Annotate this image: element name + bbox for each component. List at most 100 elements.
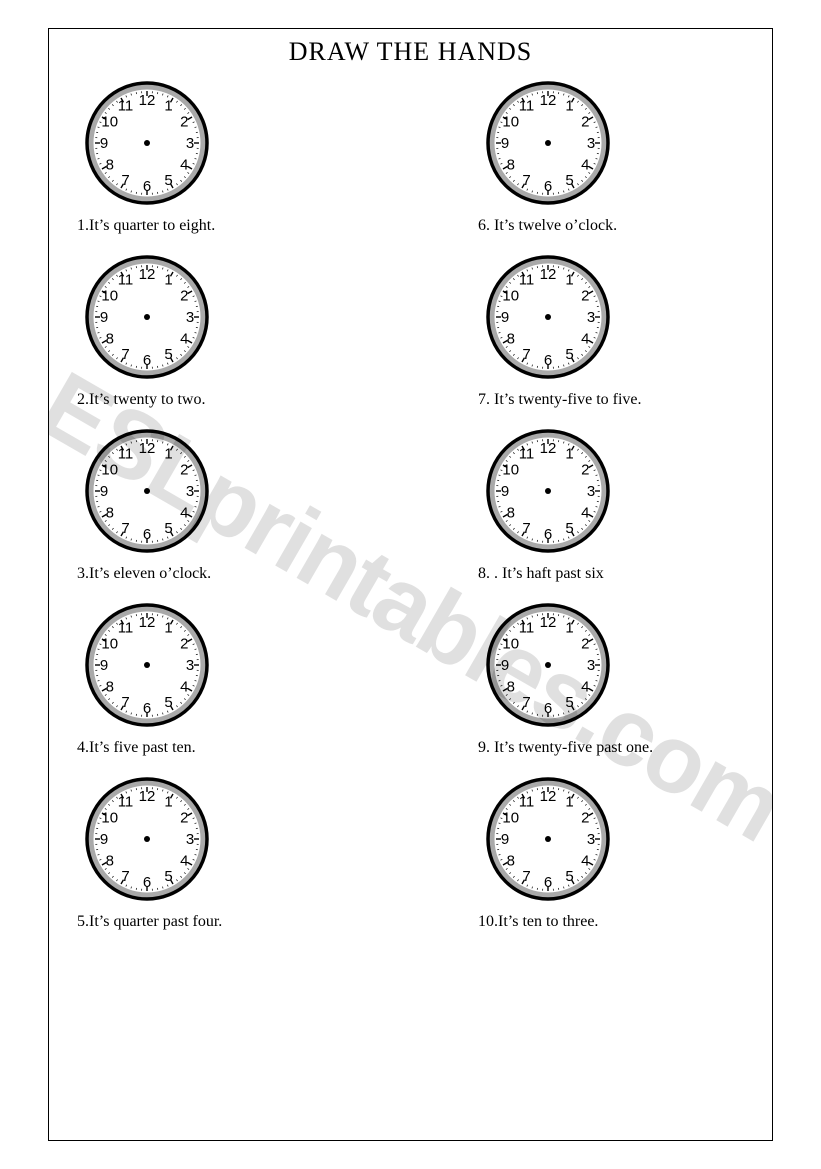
clock-number: 5 <box>565 868 573 885</box>
clock-number: 5 <box>164 346 172 363</box>
clock-number: 11 <box>519 446 535 463</box>
right-column: 1212345678910116. It’s twelve o’clock.12… <box>478 73 748 943</box>
clock-number: 10 <box>502 461 519 478</box>
clock-number: 2 <box>581 635 589 652</box>
clock-number: 5 <box>164 868 172 885</box>
clock-number: 7 <box>121 694 129 711</box>
clock-number: 9 <box>501 135 509 152</box>
clock-number: 2 <box>180 635 188 652</box>
clock-caption: 2.It’s twenty to two. <box>77 391 205 409</box>
clock-number: 8 <box>106 852 114 869</box>
clock-number: 3 <box>587 657 595 674</box>
clock-caption: 3.It’s eleven o’clock. <box>77 565 211 583</box>
clock-number: 5 <box>565 172 573 189</box>
clock-number: 12 <box>540 440 557 457</box>
clock-number: 8 <box>507 852 515 869</box>
clock-number: 4 <box>581 504 589 521</box>
clock-number: 9 <box>501 831 509 848</box>
clock-caption: 7. It’s twenty-five to five. <box>478 391 642 409</box>
clock-number: 1 <box>565 446 573 463</box>
clock-item: 1212345678910111.It’s quarter to eight. <box>77 73 217 235</box>
clock-number: 12 <box>139 440 156 457</box>
clock-item: 1212345678910117. It’s twenty-five to fi… <box>478 247 642 409</box>
clock-number: 11 <box>519 620 535 637</box>
clock-number: 11 <box>118 98 134 115</box>
clock-number: 12 <box>540 614 557 631</box>
clock-number: 4 <box>581 330 589 347</box>
clock-caption: 1.It’s quarter to eight. <box>77 217 215 235</box>
clock-number: 11 <box>118 620 134 637</box>
clock-number: 1 <box>164 272 172 289</box>
clock-number: 3 <box>587 309 595 326</box>
clock-number: 12 <box>139 266 156 283</box>
clock-number: 2 <box>180 809 188 826</box>
clock-number: 3 <box>186 831 194 848</box>
clock-caption: 9. It’s twenty-five past one. <box>478 739 653 757</box>
clock-number: 10 <box>502 287 519 304</box>
clock-face: 121234567891011 <box>77 421 217 561</box>
clock-number: 7 <box>522 172 530 189</box>
clock-number: 11 <box>519 272 535 289</box>
clock-number: 10 <box>502 113 519 130</box>
clock-caption: 6. It’s twelve o’clock. <box>478 217 617 235</box>
clock-number: 7 <box>522 346 530 363</box>
clock-number: 2 <box>581 287 589 304</box>
clock-number: 9 <box>501 657 509 674</box>
clock-number: 1 <box>164 620 172 637</box>
clock-number: 6 <box>544 874 552 891</box>
clock-number: 7 <box>121 520 129 537</box>
clock-number: 7 <box>121 868 129 885</box>
clock-number: 1 <box>565 794 573 811</box>
clock-number: 8 <box>106 678 114 695</box>
clock-number: 5 <box>164 172 172 189</box>
clock-number: 10 <box>101 461 118 478</box>
clock-number: 9 <box>100 309 108 326</box>
clock-number: 10 <box>101 635 118 652</box>
clock-number: 7 <box>522 868 530 885</box>
clock-number: 8 <box>507 330 515 347</box>
clock-number: 12 <box>139 92 156 109</box>
clock-number: 2 <box>581 809 589 826</box>
clock-number: 10 <box>502 809 519 826</box>
clock-face: 121234567891011 <box>77 73 217 213</box>
clock-face: 121234567891011 <box>478 595 618 735</box>
clock-face: 121234567891011 <box>478 73 618 213</box>
clock-number: 10 <box>101 113 118 130</box>
worksheet-page: DRAW THE HANDS 1212345678910111.It’s qua… <box>48 28 773 1141</box>
clock-face: 121234567891011 <box>77 595 217 735</box>
clock-number: 3 <box>587 135 595 152</box>
clock-caption: 10.It’s ten to three. <box>478 913 598 931</box>
left-column: 1212345678910111.It’s quarter to eight.1… <box>77 73 347 943</box>
clock-number: 6 <box>544 526 552 543</box>
clock-number: 5 <box>164 520 172 537</box>
clock-number: 2 <box>180 113 188 130</box>
clock-face: 121234567891011 <box>478 769 618 909</box>
clock-number: 3 <box>186 657 194 674</box>
clock-number: 4 <box>180 678 188 695</box>
clock-number: 2 <box>180 461 188 478</box>
clock-face: 121234567891011 <box>77 247 217 387</box>
clock-number: 8 <box>106 504 114 521</box>
clock-number: 9 <box>100 657 108 674</box>
clock-number: 3 <box>587 483 595 500</box>
clock-number: 9 <box>501 483 509 500</box>
clock-number: 3 <box>587 831 595 848</box>
clock-number: 6 <box>544 700 552 717</box>
clock-number: 3 <box>186 483 194 500</box>
clock-item: 1212345678910113.It’s eleven o’clock. <box>77 421 217 583</box>
clock-item: 1212345678910119. It’s twenty-five past … <box>478 595 653 757</box>
clock-number: 7 <box>121 346 129 363</box>
clock-number: 10 <box>502 635 519 652</box>
clock-number: 4 <box>581 852 589 869</box>
clock-number: 2 <box>581 461 589 478</box>
clock-number: 12 <box>139 788 156 805</box>
clock-number: 6 <box>143 700 151 717</box>
clock-number: 3 <box>186 309 194 326</box>
clock-number: 9 <box>100 831 108 848</box>
clock-number: 6 <box>544 352 552 369</box>
page-title: DRAW THE HANDS <box>49 37 772 67</box>
clock-number: 5 <box>164 694 172 711</box>
columns: 1212345678910111.It’s quarter to eight.1… <box>49 73 772 943</box>
clock-caption: 5.It’s quarter past four. <box>77 913 222 931</box>
clock-number: 11 <box>118 446 134 463</box>
